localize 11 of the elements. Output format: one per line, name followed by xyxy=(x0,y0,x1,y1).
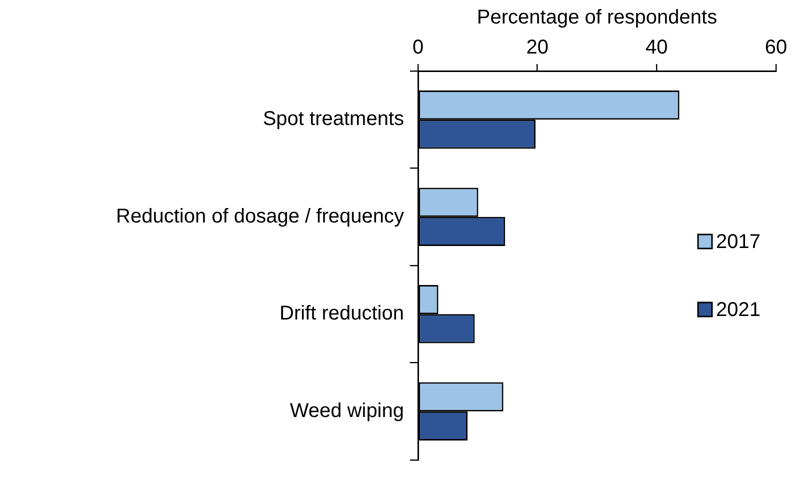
x-tick-label: 40 xyxy=(646,36,668,59)
y-tick-label: Reduction of dosage / frequency xyxy=(116,205,404,228)
x-tick-label: 20 xyxy=(526,36,548,59)
x-tick-label: 0 xyxy=(412,36,424,59)
y-tick-label: Drift reduction xyxy=(280,302,404,325)
legend-label: 2017 xyxy=(716,231,760,254)
legend-label: 2021 xyxy=(716,299,760,322)
x-axis-title: Percentage of respondents xyxy=(476,6,718,29)
y-tick-label: Spot treatments xyxy=(262,108,404,130)
y-tick-label: Weed wiping xyxy=(290,400,404,422)
x-tick-label: 60 xyxy=(764,36,788,59)
